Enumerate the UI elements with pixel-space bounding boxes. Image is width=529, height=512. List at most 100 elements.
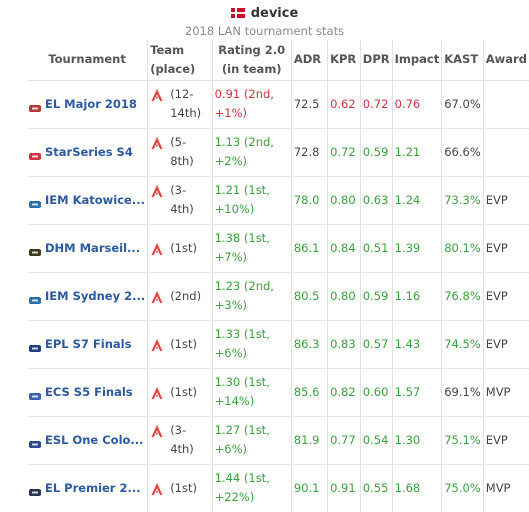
col-kast: KAST <box>441 40 484 81</box>
adr-cell: 81.9 <box>290 416 328 465</box>
dpr-cell: 0.59 <box>359 128 393 177</box>
astralis-logo-icon[interactable] <box>150 184 164 198</box>
adr-cell: 86.1 <box>290 224 328 273</box>
adr-cell: 78.0 <box>290 176 328 225</box>
astralis-logo-icon[interactable] <box>150 136 164 150</box>
col-rating: Rating 2.0 (in team) <box>211 40 292 81</box>
astralis-logo-icon[interactable] <box>150 424 164 438</box>
team-place: (1st) <box>170 240 197 255</box>
astralis-logo-icon[interactable] <box>150 338 164 352</box>
kpr-cell: 0.83 <box>327 320 361 369</box>
dpr-cell: 0.57 <box>359 320 393 369</box>
tournament-link[interactable]: EL Premier 2... <box>45 480 141 495</box>
ecs-logo-icon <box>29 388 41 400</box>
tournament-cell: ESL One Colo... <box>27 416 148 465</box>
rating-cell: 0.91 (2nd, +1%) <box>211 80 292 129</box>
iem-logo-icon <box>29 292 41 304</box>
dpr-cell: 0.59 <box>359 272 393 321</box>
kpr-cell: 0.80 <box>327 176 361 225</box>
dpr-cell: 0.72 <box>359 80 393 129</box>
team-place: (2nd) <box>170 288 202 303</box>
player-name: device <box>250 5 299 21</box>
award-cell: MVP <box>482 464 529 512</box>
tournament-cell: DHM Marseil... <box>27 224 148 273</box>
kast-cell: 74.5% <box>441 320 484 369</box>
team-cell: (1st) <box>147 368 213 417</box>
table-row: ESL One Colo... (3-4th) 1.27 (1st, +6%) 81.… <box>27 416 529 465</box>
astralis-logo-icon[interactable] <box>150 482 164 496</box>
team-cell: (1st) <box>147 320 213 369</box>
kast-cell: 67.0% <box>441 80 484 129</box>
team-cell: (2nd) <box>147 272 213 321</box>
impact-cell: 1.21 <box>391 128 442 177</box>
col-kpr: KPR <box>327 40 361 81</box>
dpr-cell: 0.54 <box>359 416 393 465</box>
award-cell: EVP <box>482 272 529 321</box>
kpr-cell: 0.84 <box>327 224 361 273</box>
award-cell <box>482 80 529 129</box>
stats-header: device 2018 LAN tournament stats <box>0 4 529 39</box>
kpr-cell: 0.62 <box>327 80 361 129</box>
kast-cell: 66.6% <box>441 128 484 177</box>
dpr-cell: 0.63 <box>359 176 393 225</box>
iem-logo-icon <box>29 196 41 208</box>
table-row: EL Premier 2... (1st) 1.44 (1st, +22%) 90.1… <box>27 464 529 512</box>
denmark-flag-icon <box>230 8 245 18</box>
kast-cell: 69.1% <box>441 368 484 417</box>
astralis-logo-icon[interactable] <box>150 386 164 400</box>
tournament-link[interactable]: EL Major 2018 <box>45 96 137 111</box>
kast-cell: 75.1% <box>441 416 484 465</box>
dpr-cell: 0.55 <box>359 464 393 512</box>
adr-cell: 72.5 <box>290 80 328 129</box>
page-subtitle: 2018 LAN tournament stats <box>184 24 345 38</box>
team-place: (1st) <box>170 480 197 495</box>
team-cell: (3-4th) <box>147 176 213 225</box>
tournament-link[interactable]: DHM Marseil... <box>45 240 141 255</box>
astralis-logo-icon[interactable] <box>150 242 164 256</box>
impact-cell: 1.68 <box>391 464 442 512</box>
title-row: device <box>0 4 529 22</box>
table-header-row: Tournament Team (place) Rating 2.0 (in t… <box>27 40 529 81</box>
award-cell: EVP <box>482 176 529 225</box>
rating-cell: 1.44 (1st, +22%) <box>211 464 292 512</box>
dreamhack-logo-icon <box>29 244 41 256</box>
tournament-link[interactable]: ECS S5 Finals <box>45 384 133 399</box>
kpr-cell: 0.82 <box>327 368 361 417</box>
kpr-cell: 0.91 <box>327 464 361 512</box>
impact-cell: 1.43 <box>391 320 442 369</box>
astralis-logo-icon[interactable] <box>150 290 164 304</box>
tournament-cell: StarSeries S4 <box>27 128 148 177</box>
rating-cell: 1.13 (2nd, +2%) <box>211 128 292 177</box>
tournament-link[interactable]: IEM Katowice... <box>45 192 145 207</box>
tournament-cell: EPL S7 Finals <box>27 320 148 369</box>
col-award: Award <box>482 40 529 81</box>
adr-cell: 90.1 <box>290 464 328 512</box>
tournament-link[interactable]: EPL S7 Finals <box>45 336 132 351</box>
team-place: (12-14th) <box>170 87 202 120</box>
col-adr: ADR <box>290 40 328 81</box>
adr-cell: 85.6 <box>290 368 328 417</box>
impact-cell: 1.24 <box>391 176 442 225</box>
tournament-cell: ECS S5 Finals <box>27 368 148 417</box>
impact-cell: 1.16 <box>391 272 442 321</box>
tournament-cell: IEM Katowice... <box>27 176 148 225</box>
award-cell: MVP <box>482 368 529 417</box>
col-team: Team (place) <box>147 40 213 81</box>
tournament-link[interactable]: StarSeries S4 <box>45 144 133 159</box>
rating-cell: 1.38 (1st, +7%) <box>211 224 292 273</box>
astralis-logo-icon[interactable] <box>150 88 164 102</box>
team-place: (1st) <box>170 384 197 399</box>
tournament-link[interactable]: ESL One Colo... <box>45 432 144 447</box>
team-place: (3-4th) <box>170 183 194 216</box>
kast-cell: 76.8% <box>441 272 484 321</box>
table-row: StarSeries S4 (5-8th) 1.13 (2nd, +2%) 72.8 0… <box>27 128 529 177</box>
kast-cell: 73.3% <box>441 176 484 225</box>
team-cell: (1st) <box>147 224 213 273</box>
award-cell: EVP <box>482 320 529 369</box>
impact-cell: 0.76 <box>391 80 442 129</box>
tournament-cell: EL Premier 2... <box>27 464 148 512</box>
kast-cell: 75.0% <box>441 464 484 512</box>
table-row: DHM Marseil... (1st) 1.38 (1st, +7%) 86.1 0.… <box>27 224 529 273</box>
team-cell: (1st) <box>147 464 213 512</box>
tournament-link[interactable]: IEM Sydney 2... <box>45 288 146 303</box>
